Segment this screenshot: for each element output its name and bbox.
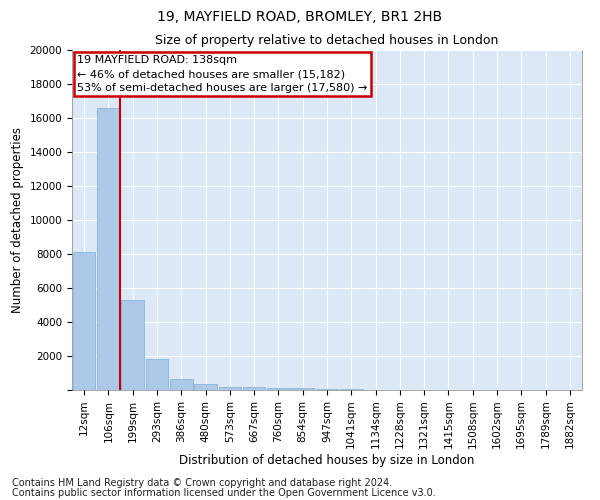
Text: 19, MAYFIELD ROAD, BROMLEY, BR1 2HB: 19, MAYFIELD ROAD, BROMLEY, BR1 2HB xyxy=(157,10,443,24)
Bar xyxy=(194,384,217,390)
Bar xyxy=(121,300,144,390)
Bar xyxy=(170,379,193,390)
Bar xyxy=(218,387,241,390)
Title: Size of property relative to detached houses in London: Size of property relative to detached ho… xyxy=(155,34,499,48)
Bar xyxy=(97,108,120,390)
Text: 19 MAYFIELD ROAD: 138sqm
← 46% of detached houses are smaller (15,182)
53% of se: 19 MAYFIELD ROAD: 138sqm ← 46% of detach… xyxy=(77,55,367,93)
Bar xyxy=(267,388,290,390)
Bar xyxy=(73,252,95,390)
Bar xyxy=(316,389,338,390)
Text: Contains HM Land Registry data © Crown copyright and database right 2024.: Contains HM Land Registry data © Crown c… xyxy=(12,478,392,488)
Bar xyxy=(292,388,314,390)
Bar xyxy=(243,388,265,390)
Bar xyxy=(146,360,168,390)
X-axis label: Distribution of detached houses by size in London: Distribution of detached houses by size … xyxy=(179,454,475,467)
Y-axis label: Number of detached properties: Number of detached properties xyxy=(11,127,24,313)
Text: Contains public sector information licensed under the Open Government Licence v3: Contains public sector information licen… xyxy=(12,488,436,498)
